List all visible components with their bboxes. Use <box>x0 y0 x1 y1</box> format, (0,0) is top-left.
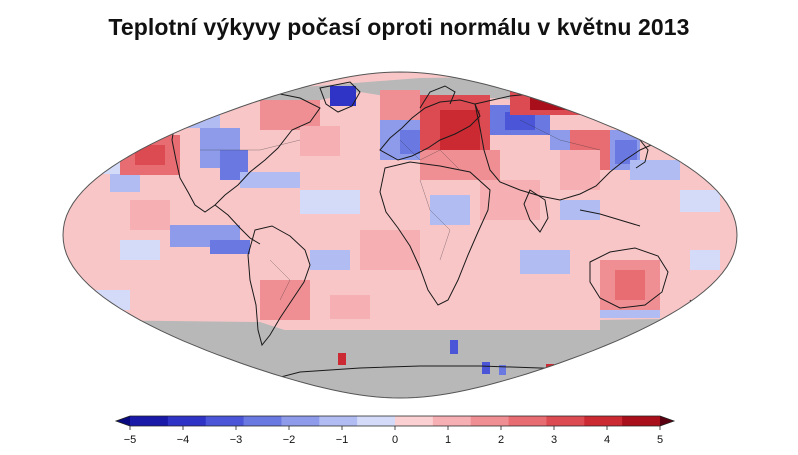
legend-swatch <box>546 416 585 426</box>
legend-arrow-min <box>116 416 130 426</box>
legend-swatch <box>470 416 509 426</box>
coastlines <box>171 81 699 386</box>
legend-tick-label: −4 <box>177 434 190 446</box>
legend-arrow-max <box>660 416 674 426</box>
legend-tick-label: −2 <box>283 434 296 446</box>
legend-tick-label: −1 <box>336 434 349 446</box>
legend-tick-label: −5 <box>124 434 137 446</box>
legend-swatch <box>205 416 244 426</box>
legend-swatch <box>243 416 282 426</box>
legend-swatch <box>319 416 358 426</box>
legend-tick-label: 2 <box>498 434 504 446</box>
legend-swatch <box>622 416 661 426</box>
legend-tick-label: 5 <box>657 434 663 446</box>
legend-tick-label: 3 <box>551 434 557 446</box>
country-borders <box>200 119 601 301</box>
legend-swatch <box>395 416 434 426</box>
legend-swatch <box>167 416 207 426</box>
map-title: Teplotní výkyvy počasí oproti normálu v … <box>108 14 690 40</box>
legend-swatch <box>281 416 320 426</box>
legend-tick-label: 1 <box>445 434 451 446</box>
legend-tick-label: 0 <box>392 434 398 446</box>
legend-tick-label: −3 <box>230 434 243 446</box>
legend-swatch <box>130 416 169 426</box>
legend-swatch <box>432 416 472 426</box>
legend-swatch <box>584 416 623 426</box>
legend-tick-label: 4 <box>604 434 610 446</box>
map-border <box>62 71 738 399</box>
legend-swatch <box>357 416 396 426</box>
legend-swatch <box>508 416 547 426</box>
